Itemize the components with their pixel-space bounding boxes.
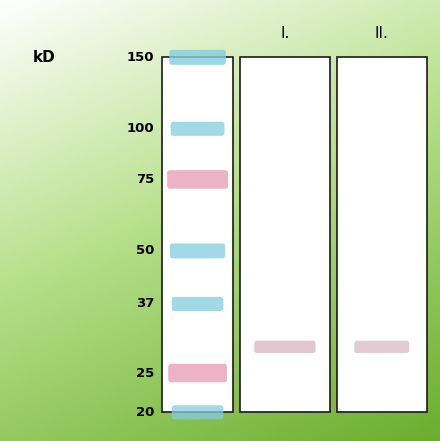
FancyBboxPatch shape	[170, 243, 225, 258]
FancyBboxPatch shape	[169, 50, 226, 65]
Text: 100: 100	[126, 122, 154, 135]
FancyBboxPatch shape	[337, 57, 427, 412]
Text: II.: II.	[375, 26, 389, 41]
Text: 75: 75	[136, 173, 154, 186]
FancyBboxPatch shape	[171, 122, 224, 136]
Text: 150: 150	[127, 51, 154, 64]
FancyBboxPatch shape	[162, 57, 233, 412]
FancyBboxPatch shape	[167, 170, 228, 189]
Text: kD: kD	[33, 50, 55, 65]
FancyBboxPatch shape	[240, 57, 330, 412]
FancyBboxPatch shape	[354, 341, 409, 353]
FancyBboxPatch shape	[168, 364, 227, 382]
Text: 25: 25	[136, 366, 154, 380]
FancyBboxPatch shape	[172, 405, 224, 419]
FancyBboxPatch shape	[254, 341, 315, 353]
Text: 50: 50	[136, 244, 154, 258]
FancyBboxPatch shape	[172, 297, 224, 311]
Text: 20: 20	[136, 406, 154, 419]
Text: I.: I.	[280, 26, 290, 41]
Text: 37: 37	[136, 297, 154, 310]
